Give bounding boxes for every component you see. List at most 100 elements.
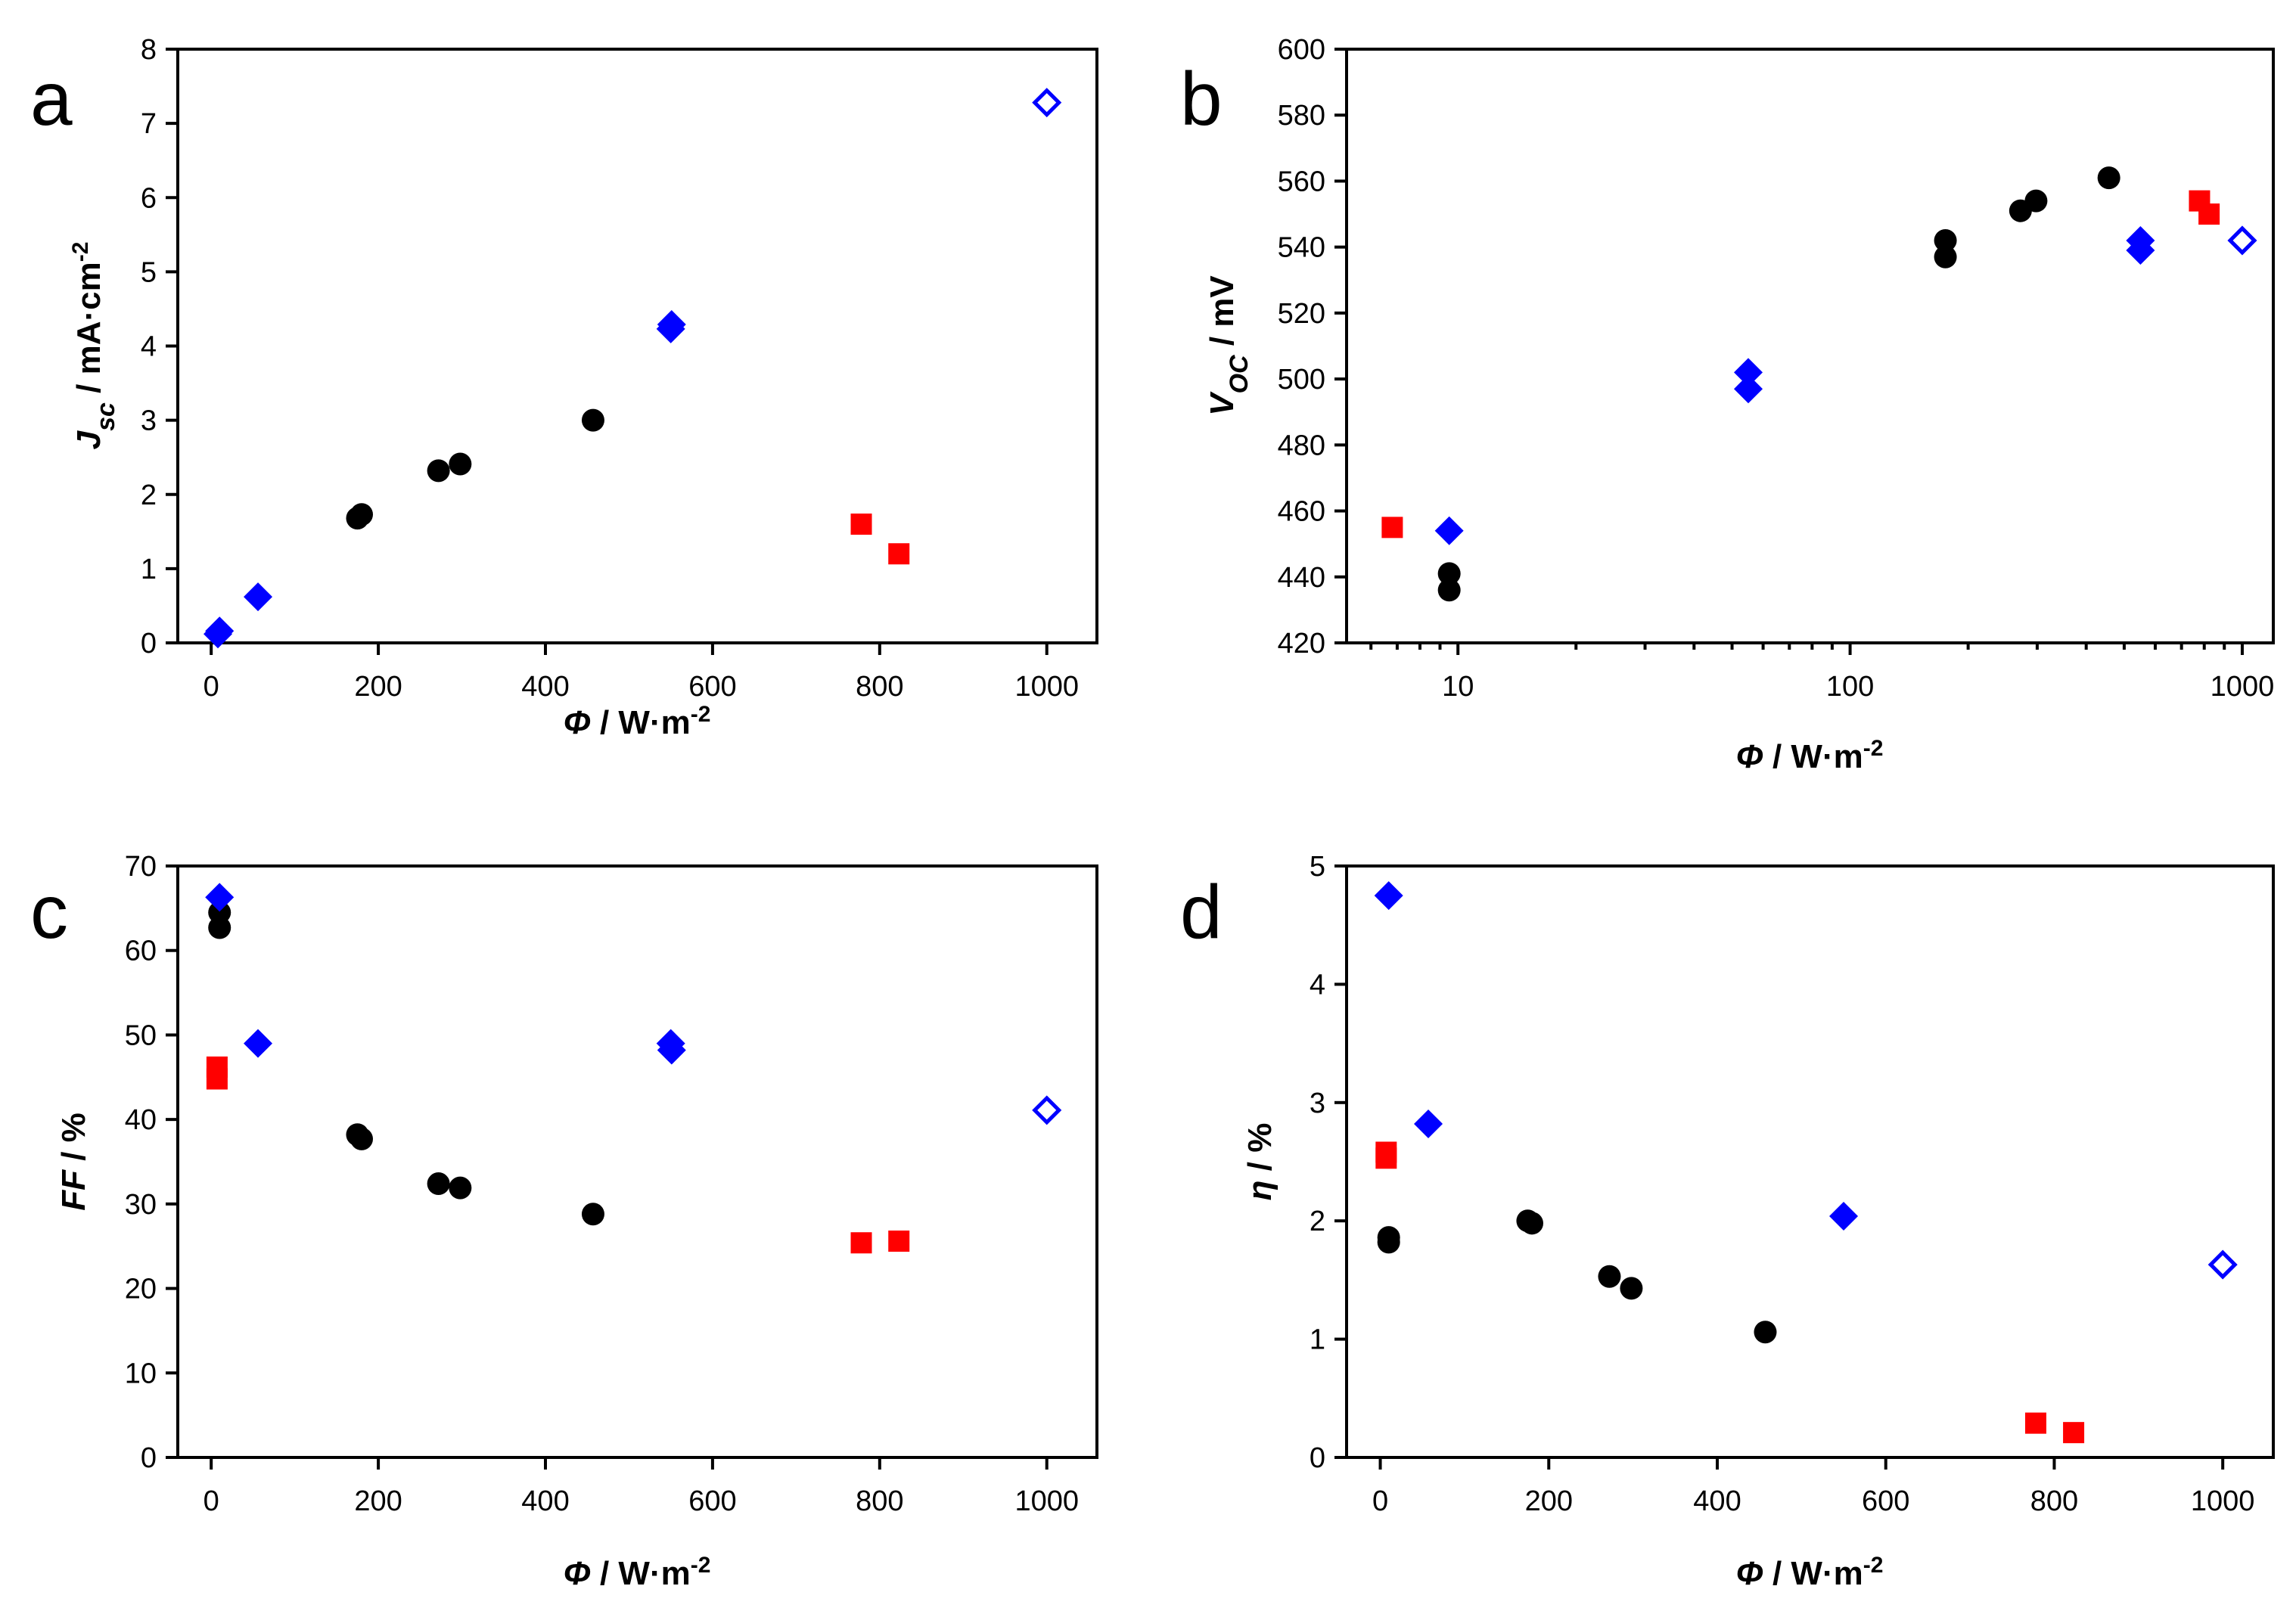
x-axis-unit: / W·m [1763,1555,1863,1592]
y-tick-label: 420 [1278,628,1325,660]
panel-a-data-points [204,88,1062,649]
point-blue-diamonds [1374,881,1403,911]
point-blue-diamonds [1829,1201,1859,1231]
y-axis-unit: / mV [1204,275,1241,355]
y-axis-symbol: J [70,430,107,449]
x-axis-unit: / W·m [591,1555,691,1592]
panel-c-x-axis-title: Φ / W·m-2 [564,1553,711,1593]
y-axis-subscript: sc [92,402,120,431]
y-tick-label: 7 [141,108,157,140]
y-tick-label: 580 [1278,100,1325,132]
x-axis-unit: / W·m [1763,738,1863,775]
y-tick-label: 440 [1278,562,1325,594]
y-tick-label: 1 [141,554,157,585]
panel-c-data-points [205,883,1062,1254]
panel-b-y-ticks: 420 440 460 480 500 520 540 560 580 600 [1278,34,1347,660]
y-tick-label: 70 [125,851,157,883]
point-black-circles [1437,562,1461,585]
x-axis-exponent: -2 [691,1553,711,1578]
point-black-circles [581,408,604,432]
y-tick-label: 8 [141,34,157,66]
y-tick-label: 500 [1278,364,1325,396]
panel-c-letter: c [30,870,68,954]
x-tick-label: 600 [688,671,736,703]
point-red-squares [2063,1422,2085,1444]
x-tick-label: 1000 [2191,1485,2255,1517]
y-tick-label: 480 [1278,430,1325,461]
y-axis-symbol: η [1241,1180,1278,1200]
y-tick-label: 4 [1310,969,1325,1001]
point-red-squares [2198,203,2220,225]
y-tick-label: 60 [125,936,157,967]
panel-c-plot-frame [176,864,1098,1459]
x-tick-label: 200 [354,1485,402,1517]
x-axis-exponent: -2 [691,702,711,727]
point-black-circles [2024,189,2048,213]
point-black-circles [1934,228,1957,252]
x-tick-label: 800 [856,671,903,703]
x-tick-label: 0 [204,671,219,703]
panel-b-plot-frame [1345,48,2275,644]
point-red-squares [888,1231,910,1252]
point-black-circles [449,452,472,476]
point-black-circles [350,1127,373,1150]
point-red-squares [206,1068,228,1090]
point-blue-diamonds [244,1029,273,1058]
point-blue-diamonds [657,310,686,340]
point-blue-diamonds [1414,1109,1443,1138]
point-black-circles [1620,1277,1643,1300]
x-axis-symbol: Φ [1736,738,1763,775]
y-tick-label: 520 [1278,298,1325,330]
panel-a-x-ticks: 0 200 400 600 800 1000 [204,643,1079,703]
y-tick-label: 10 [125,1358,157,1389]
panel-c-y-ticks: 0 10 20 30 40 50 60 70 [125,851,178,1474]
point-black-circles [427,459,450,483]
x-tick-label: 600 [688,1485,736,1517]
y-axis-unit: / mA·cm [70,262,107,402]
x-tick-label: 600 [1862,1485,1909,1517]
point-black-circles [449,1176,472,1200]
x-tick-label: 1000 [2211,671,2275,703]
x-tick-label: 10 [1442,671,1474,703]
x-tick-label: 0 [204,1485,219,1517]
x-axis-exponent: -2 [1863,1553,1884,1578]
point-blue-open-diamond [1032,1095,1062,1125]
x-tick-label: 0 [1372,1485,1388,1517]
point-blue-diamonds [2126,236,2155,265]
point-blue-open-diamond [1032,88,1062,118]
x-tick-label: 200 [354,671,402,703]
point-blue-diamonds [1733,358,1763,387]
x-tick-label: 400 [521,671,569,703]
panel-a-x-axis-title: Φ / W·m-2 [564,702,711,742]
x-axis-symbol: Φ [564,704,591,741]
panel-b-x-axis-title: Φ / W·m-2 [1736,736,1884,776]
point-black-circles [208,916,231,939]
panel-c: c 0 10 20 30 40 50 60 70 0 200 400 600 800 1000 Φ / … [30,851,1098,1593]
point-black-circles [427,1172,450,1196]
y-tick-label: 0 [141,628,157,660]
y-tick-label: 1 [1310,1324,1325,1356]
point-black-circles [350,503,373,526]
y-tick-label: 50 [125,1020,157,1051]
x-tick-label: 100 [1826,671,1874,703]
x-tick-label: 1000 [1014,671,1079,703]
x-axis-exponent: -2 [1863,736,1884,761]
panel-d-x-ticks: 0 200 400 600 800 1000 [1372,1457,2254,1517]
x-axis-unit: / W·m [591,704,691,741]
point-black-circles [581,1203,604,1226]
y-tick-label: 600 [1278,34,1325,66]
panel-a-plot-frame [176,48,1098,644]
y-axis-unit: / % [1241,1123,1278,1181]
y-axis-unit: / % [55,1113,92,1170]
panel-d: d 0 1 2 3 4 5 0 200 400 600 800 1000 Φ / W·m-2 η /… [1180,851,2275,1592]
y-tick-label: 20 [125,1274,157,1305]
point-black-circles [1437,579,1461,602]
y-tick-label: 30 [125,1189,157,1221]
point-blue-diamonds [1434,516,1464,545]
point-black-circles [2097,166,2120,190]
panel-a-y-axis-title: Jsc / mA·cm-2 [68,242,121,450]
y-tick-label: 4 [141,331,157,363]
panel-b-x-ticks: 10 100 1000 [1369,643,2275,703]
